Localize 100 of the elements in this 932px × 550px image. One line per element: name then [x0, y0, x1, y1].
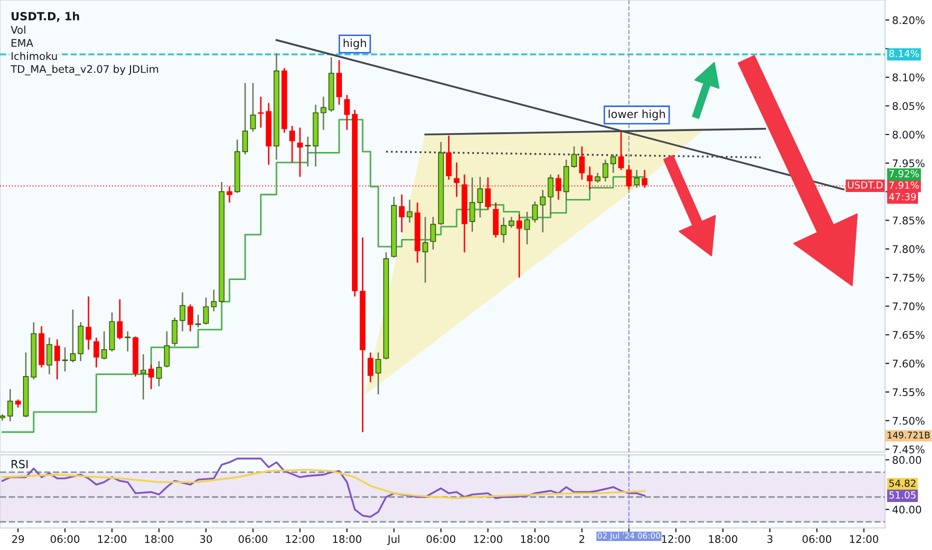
candlestick	[594, 172, 600, 184]
candlestick	[187, 304, 194, 332]
ref-line-label: 7.91%	[889, 181, 919, 189]
x-tick-label: 18:00	[709, 535, 738, 544]
x-tick-label: 18:00	[333, 535, 362, 544]
text: 51.05	[889, 491, 916, 499]
x-tick-label: 06:00	[426, 535, 456, 544]
y-tick-label: 8.10%	[892, 73, 924, 82]
candlestick	[556, 174, 562, 200]
candlestick	[446, 134, 452, 180]
y-tick-label: 7.65%	[892, 331, 924, 339]
candlestick	[304, 136, 311, 168]
y-tick-label: 8.05%	[892, 102, 924, 110]
candlestick	[540, 189, 546, 234]
candlestick	[54, 338, 60, 380]
candlestick	[398, 194, 405, 234]
candlestick	[375, 352, 382, 395]
candlestick	[7, 388, 14, 422]
text: 47:39	[889, 193, 916, 200]
y-tick-label: 40.00	[892, 506, 922, 514]
candlestick	[571, 146, 577, 168]
candlestick	[124, 330, 131, 352]
text: USDT.D, 1h	[12, 12, 80, 22]
x-tick-label: 18:00	[521, 535, 550, 544]
candlestick	[430, 216, 436, 250]
candlestick	[579, 146, 585, 180]
candlestick	[642, 169, 648, 188]
candlestick	[586, 166, 593, 190]
candlestick	[634, 169, 640, 188]
candlestick	[116, 298, 123, 340]
candlestick	[46, 336, 52, 375]
line-series	[1, 468, 646, 500]
annotation: Ichimoku	[12, 52, 57, 60]
candlestick	[610, 154, 616, 174]
candlestick	[148, 364, 154, 390]
candlestick	[210, 288, 217, 312]
candlestick	[195, 314, 201, 328]
candlestick	[469, 176, 476, 232]
y-tick-label: 7.50%	[892, 416, 924, 425]
candlestick	[164, 330, 170, 368]
annotation: lower high	[608, 110, 665, 120]
candlestick	[289, 125, 295, 164]
x-tick-label: 12:00	[98, 535, 126, 544]
x-tick-label: 30	[200, 535, 212, 544]
candlestick	[368, 352, 374, 383]
candlestick	[70, 308, 76, 363]
x-tick-label: 18:00	[145, 535, 174, 544]
text: 149.721B	[888, 432, 930, 438]
y-tick-label: 80.00	[892, 456, 922, 464]
text: 7.92%	[889, 170, 919, 178]
candlestick	[140, 354, 146, 400]
candlestick	[62, 346, 68, 372]
candlestick	[226, 186, 232, 204]
candlestick	[344, 94, 350, 131]
ref-line-label: 02 Jul '24 06:00	[598, 532, 660, 540]
y-tick-label: 7.95%	[892, 159, 924, 168]
x-tick-label: 2	[579, 535, 584, 543]
candlestick	[422, 216, 428, 284]
x-tick-label: 12:00	[286, 535, 314, 544]
candlestick	[203, 296, 209, 326]
annotation: Vol	[10, 26, 26, 34]
x-tick-label: 29	[12, 535, 24, 544]
candlestick	[524, 211, 530, 246]
y-tick-label: 8.20%	[892, 16, 924, 24]
y-tick-label: 7.45%	[892, 445, 924, 454]
candlestick	[485, 176, 491, 210]
chart-title: RSI	[12, 460, 28, 468]
candlestick	[297, 126, 303, 178]
annotation: EMA	[12, 39, 34, 47]
candlestick	[508, 216, 514, 228]
y-tick-label: 7.60%	[892, 360, 924, 368]
x-tick-label: Jul	[387, 534, 400, 545]
x-tick-label: 12:00	[474, 535, 502, 544]
candlestick	[618, 130, 624, 171]
y-tick-label: 8.00%	[892, 130, 924, 139]
candlestick	[336, 59, 342, 106]
candlestick	[516, 214, 522, 278]
ref-line-label: 8.14%	[889, 50, 919, 58]
candlestick	[250, 82, 256, 132]
x-tick-label: 3	[767, 535, 772, 544]
line-series	[1, 458, 646, 518]
y-tick-label: 7.75%	[892, 274, 924, 282]
candlestick	[532, 200, 538, 224]
y-tick-label: 7.55%	[892, 388, 924, 396]
candlestick	[242, 82, 248, 156]
candlestick	[86, 296, 92, 350]
x-tick-label: 06:00	[802, 535, 832, 544]
y-tick-label: 7.70%	[892, 302, 924, 310]
candlestick	[101, 330, 108, 360]
candlestick	[320, 96, 326, 131]
annotation: TD_MA_beta_v2.07 by JDLim	[10, 64, 158, 76]
candlestick	[548, 174, 554, 216]
candlestick	[406, 199, 412, 224]
candlestick	[93, 336, 100, 368]
annotation: USDT.D	[848, 181, 883, 189]
candlestick	[477, 176, 483, 218]
candlestick	[172, 316, 178, 347]
candlestick	[180, 292, 186, 332]
text: 54.82	[889, 480, 916, 487]
candlestick	[156, 360, 162, 387]
